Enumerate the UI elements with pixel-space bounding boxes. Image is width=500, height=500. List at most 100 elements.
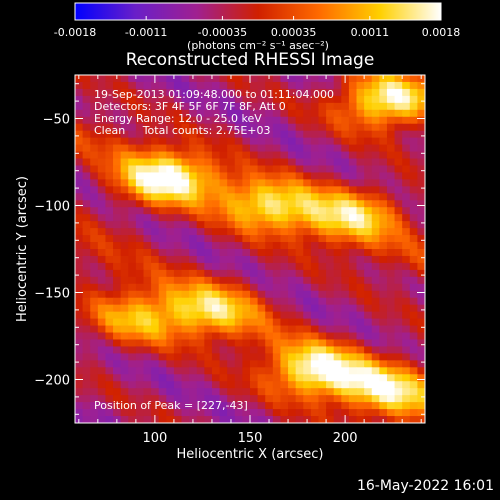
heatmap-cell [166, 346, 175, 354]
heatmap-cell [386, 200, 396, 208]
heatmap-cell [280, 151, 289, 160]
heatmap-cell [151, 360, 160, 368]
heatmap-cell [158, 179, 167, 187]
heatmap-cell [113, 255, 122, 264]
heatmap-cell [211, 269, 221, 278]
heatmap-cell [386, 297, 396, 306]
heatmap-cell [120, 367, 129, 375]
heatmap-cell [227, 228, 236, 236]
heatmap-cell [341, 193, 350, 201]
heatmap-cell [379, 395, 388, 403]
heatmap-cell [364, 416, 373, 423]
heatmap-cell [265, 242, 274, 250]
heatmap-cell [204, 200, 213, 208]
heatmap-cell [204, 137, 213, 146]
heatmap-cell [386, 137, 396, 146]
heatmap-cell [280, 416, 289, 423]
heatmap-cell [417, 339, 425, 348]
heatmap-cell [120, 290, 129, 299]
heatmap-cell [242, 346, 251, 354]
heatmap-cell [181, 374, 190, 382]
heatmap-cell [158, 130, 167, 139]
heatmap-cell [265, 374, 274, 382]
y-tick-label: −150 [34, 287, 70, 302]
heatmap-cell [348, 144, 358, 153]
heatmap-cell [257, 367, 266, 375]
heatmap-cell [341, 374, 350, 382]
heatmap-cell [364, 186, 373, 194]
heatmap-cell [386, 283, 396, 292]
heatmap-cell [120, 332, 129, 341]
heatmap-cell [113, 297, 122, 306]
heatmap-cell [113, 144, 122, 153]
heatmap-cell [356, 283, 365, 292]
heatmap-cell [348, 165, 358, 174]
heatmap-cell [402, 221, 411, 229]
heatmap-cell [272, 130, 282, 139]
heatmap-cell [379, 318, 388, 327]
heatmap-cell [318, 416, 327, 423]
heatmap-cell [158, 158, 167, 167]
heatmap-cell [128, 255, 137, 264]
heatmap-cell [90, 290, 99, 299]
heatmap-cell [166, 165, 175, 174]
heatmap-cell [143, 255, 152, 264]
heatmap-cell [128, 346, 137, 354]
heatmap-cell [295, 290, 304, 299]
heatmap-cell [135, 311, 145, 320]
heatmap-cell [90, 235, 99, 243]
heatmap-cell [189, 130, 198, 139]
heatmap-cell [196, 75, 205, 83]
heatmap-cell [341, 200, 350, 208]
heatmap-cell [379, 325, 388, 334]
heatmap-cell [272, 75, 282, 83]
heatmap-cell [379, 283, 388, 292]
heatmap-cell [364, 151, 373, 160]
heatmap-cell [417, 297, 425, 306]
heatmap-cell [265, 332, 274, 341]
heatmap-cell [189, 346, 198, 354]
heatmap-cell [128, 409, 137, 417]
heatmap-cell [417, 186, 425, 194]
heatmap-cell [272, 165, 282, 174]
heatmap-cell [409, 353, 418, 361]
heatmap-cell [356, 221, 365, 229]
heatmap-cell [364, 81, 373, 90]
heatmap-cell [242, 395, 251, 403]
heatmap-cell [120, 186, 129, 194]
page-title: Reconstructed RHESSI Image [125, 50, 375, 70]
heatmap-cell [333, 409, 342, 417]
heatmap-cell [227, 186, 236, 194]
heatmap-cell [341, 102, 350, 111]
heatmap-cell [250, 269, 259, 278]
heatmap-cell [318, 346, 327, 354]
heatmap-cell [143, 242, 152, 250]
heatmap-cell [158, 193, 167, 201]
heatmap-cell [409, 346, 418, 354]
heatmap-cell [364, 249, 373, 257]
colorbar-ticks: -0.0018 -0.0011 -0.00035 0.00035 0.0011 0.001… [54, 16, 460, 39]
heatmap-cell [211, 276, 221, 285]
heatmap-cell [272, 151, 282, 160]
heatmap-cell [310, 186, 320, 194]
heatmap-cell [318, 332, 327, 341]
heatmap-cell [257, 360, 266, 368]
heatmap-cell [219, 255, 228, 264]
heatmap-cell [250, 130, 259, 139]
y-tick-label: −50 [43, 113, 70, 128]
heatmap-cell [303, 402, 312, 410]
heatmap-cell [227, 207, 236, 215]
heatmap-cell [348, 179, 358, 187]
heatmap-cell [189, 221, 198, 229]
heatmap-cell [90, 332, 99, 341]
heatmap-cell [394, 102, 403, 111]
heatmap-cell [356, 235, 365, 243]
heatmap-cell [113, 95, 122, 104]
heatmap-cell [227, 409, 236, 417]
heatmap-cell [242, 325, 251, 334]
heatmap-cell [288, 235, 297, 243]
heatmap-cell [394, 137, 403, 146]
heatmap-cell [295, 374, 304, 382]
heatmap-cell [348, 109, 358, 118]
heatmap-cell [181, 325, 190, 334]
